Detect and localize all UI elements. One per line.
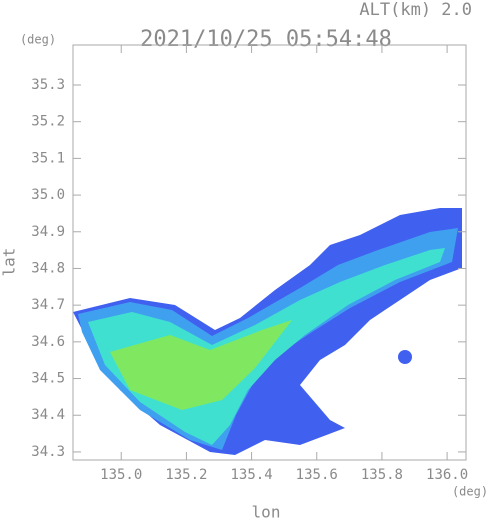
x-tick-label: 135.2 — [165, 467, 207, 483]
x-tick-label: 136.0 — [426, 467, 468, 483]
radar-echo — [73, 208, 462, 455]
y-tick-label: 34.9 — [31, 224, 65, 240]
y-tick-label: 35.0 — [31, 187, 65, 203]
y-tick-label: 34.8 — [31, 260, 65, 276]
y-tick-label: 34.7 — [31, 297, 65, 313]
y-tick-label: 35.1 — [31, 150, 65, 166]
x-tick-label: 135.8 — [361, 467, 403, 483]
x-tick-label: 135.4 — [230, 467, 272, 483]
y-tick-label: 34.4 — [31, 407, 65, 423]
altitude: ALT(km) 2.0 — [359, 0, 472, 20]
x-axis-label: lon — [252, 503, 281, 521]
chart-title: 2021/10/25 05:54:48 — [140, 27, 392, 52]
y-tick-label: 34.6 — [31, 334, 65, 350]
y-tick-label: 34.3 — [31, 444, 65, 460]
plot-frame — [72, 44, 467, 461]
x-tick-label: 135.6 — [296, 467, 338, 483]
x-unit: (deg) — [452, 485, 488, 499]
y-tick-label: 34.5 — [31, 371, 65, 387]
y-axis-label: lat — [0, 248, 19, 277]
y-tick-label: 35.2 — [31, 114, 65, 130]
y-tick-label: 35.3 — [31, 77, 65, 93]
y-unit: (deg) — [20, 33, 56, 47]
x-tick-label: 135.0 — [100, 467, 142, 483]
